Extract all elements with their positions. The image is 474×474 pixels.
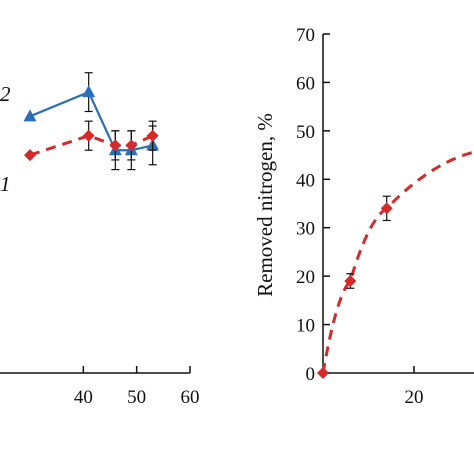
left-x-tick-label: 60 — [181, 387, 200, 408]
left-series-1-point — [125, 139, 138, 152]
left-series-0-point — [23, 109, 37, 122]
series-label-1: 1 — [0, 172, 11, 196]
right-y-tick-label: 10 — [296, 316, 315, 337]
left-series-1 — [24, 120, 159, 162]
right-y-tick-label: 50 — [296, 122, 315, 143]
right-y-tick-label: 40 — [296, 170, 315, 191]
left-series-0-point — [82, 85, 96, 98]
right-series-0-line — [321, 150, 474, 374]
series-label-2: 2 — [0, 82, 11, 106]
right-series-0-point — [317, 367, 329, 379]
right-y-tick-label: 60 — [296, 73, 315, 94]
right-series-0 — [317, 150, 474, 379]
right-chart: Removed nitrogen, % 0 10 20 30 40 50 60 70 20 — [253, 25, 474, 408]
left-series-1-point — [146, 129, 159, 142]
right-y-tick-label: 70 — [296, 25, 315, 46]
right-x-tick-label: 20 — [405, 387, 424, 408]
left-x-tick-label: 40 — [74, 387, 93, 408]
left-chart: 40 50 60 2 1 — [0, 72, 200, 408]
left-series-1-point — [24, 149, 36, 162]
left-series-1-point — [109, 139, 122, 152]
right-series-0-point — [344, 274, 357, 287]
right-y-tick-label: 30 — [296, 219, 315, 240]
right-series-0-point — [380, 202, 393, 215]
left-series-1-point — [82, 129, 95, 142]
left-x-tick-label: 50 — [127, 387, 146, 408]
right-y-tick-label: 20 — [296, 267, 315, 288]
right-y-tick-label: 0 — [306, 364, 316, 385]
right-y-axis-title: Removed nitrogen, % — [253, 113, 277, 297]
